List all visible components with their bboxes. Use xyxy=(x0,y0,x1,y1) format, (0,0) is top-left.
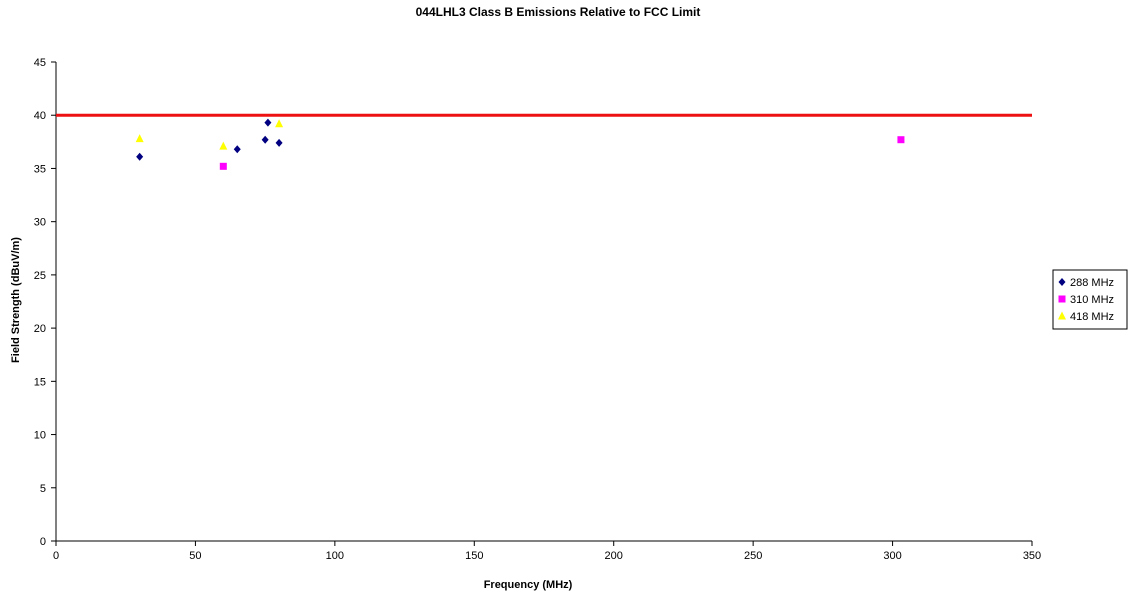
data-points xyxy=(135,118,905,170)
x-tick-label: 150 xyxy=(465,550,483,562)
x-tick-label: 0 xyxy=(53,550,59,562)
legend-marker xyxy=(1058,295,1066,303)
legend-label: 288 MHz xyxy=(1070,277,1114,289)
y-tick-label: 0 xyxy=(40,536,46,548)
x-axis-ticks: 0 50 100 150 200 250 300 350 xyxy=(53,541,1041,562)
y-tick-label: 30 xyxy=(34,217,46,229)
y-tick-label: 15 xyxy=(34,376,46,388)
legend-marker xyxy=(1058,278,1066,286)
data-point xyxy=(275,119,284,128)
x-tick-label: 350 xyxy=(1023,550,1041,562)
data-point xyxy=(136,152,144,161)
y-tick-label: 45 xyxy=(34,57,46,69)
y-axis-title: Field Strength (dBuV/m) xyxy=(10,237,22,363)
y-axis-ticks: 0 5 10 15 20 25 30 35 40 45 xyxy=(34,57,56,548)
data-point xyxy=(219,162,227,170)
data-point xyxy=(275,138,283,147)
y-tick-label: 10 xyxy=(34,430,46,442)
y-tick-label: 20 xyxy=(34,323,46,335)
legend-label: 418 MHz xyxy=(1070,311,1114,323)
x-tick-label: 200 xyxy=(605,550,623,562)
x-tick-label: 300 xyxy=(883,550,901,562)
data-point xyxy=(135,134,144,143)
x-tick-label: 100 xyxy=(326,550,344,562)
axes xyxy=(55,62,1032,542)
data-point xyxy=(264,118,272,127)
x-tick-label: 250 xyxy=(744,550,762,562)
y-tick-label: 5 xyxy=(40,483,46,495)
x-tick-label: 50 xyxy=(189,550,201,562)
x-axis-title: Frequency (MHz) xyxy=(484,579,573,591)
data-point xyxy=(219,141,228,150)
chart-title: 044LHL3 Class B Emissions Relative to FC… xyxy=(416,5,701,19)
data-point xyxy=(261,135,269,144)
legend-label: 310 MHz xyxy=(1070,294,1114,306)
y-tick-label: 25 xyxy=(34,270,46,282)
y-tick-label: 40 xyxy=(34,110,46,122)
y-tick-label: 35 xyxy=(34,163,46,175)
data-point xyxy=(897,136,905,144)
data-point xyxy=(233,145,241,154)
legend: 288 MHz 310 MHz 418 MHz xyxy=(1052,269,1128,330)
legend-marker xyxy=(1058,311,1066,320)
